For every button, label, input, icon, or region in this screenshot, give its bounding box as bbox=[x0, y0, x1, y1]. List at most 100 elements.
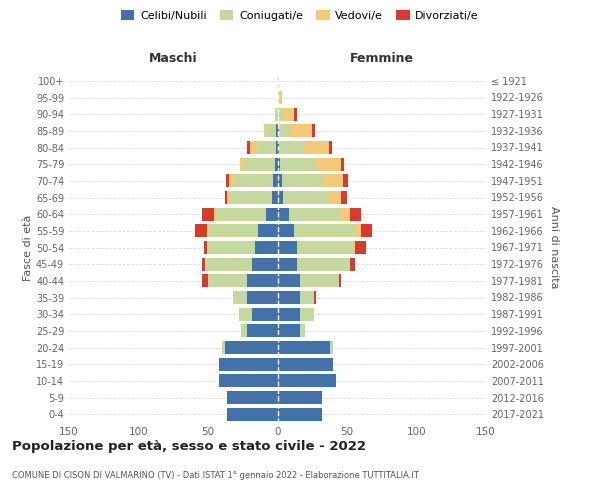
Bar bbox=[361, 224, 372, 237]
Bar bbox=[240, 158, 244, 170]
Bar bbox=[226, 174, 229, 188]
Bar bbox=[202, 258, 205, 270]
Bar bbox=[206, 224, 208, 237]
Bar bbox=[323, 174, 343, 188]
Bar bbox=[258, 224, 277, 237]
Bar bbox=[206, 241, 208, 254]
Bar bbox=[277, 324, 300, 338]
Bar bbox=[277, 191, 283, 204]
Bar bbox=[244, 158, 275, 170]
Bar bbox=[230, 191, 272, 204]
Bar bbox=[277, 408, 322, 420]
Bar bbox=[205, 258, 253, 270]
Bar bbox=[263, 124, 266, 138]
Bar bbox=[341, 158, 344, 170]
Bar bbox=[277, 341, 331, 354]
Bar bbox=[208, 274, 247, 287]
Text: COMUNE DI CISON DI VALMARINO (TV) - Dati ISTAT 1° gennaio 2022 - Elaborazione TU: COMUNE DI CISON DI VALMARINO (TV) - Dati… bbox=[12, 470, 419, 480]
Bar bbox=[300, 324, 305, 338]
Bar bbox=[277, 291, 300, 304]
Bar bbox=[208, 241, 255, 254]
Text: Maschi: Maschi bbox=[149, 52, 197, 65]
Bar bbox=[277, 391, 322, 404]
Bar bbox=[294, 108, 297, 120]
Bar bbox=[272, 191, 277, 204]
Bar bbox=[277, 208, 289, 220]
Bar bbox=[196, 224, 206, 237]
Bar bbox=[329, 141, 332, 154]
Bar bbox=[277, 274, 300, 287]
Bar bbox=[202, 274, 208, 287]
Bar bbox=[247, 141, 250, 154]
Bar bbox=[277, 158, 280, 170]
Bar bbox=[277, 74, 279, 88]
Bar bbox=[219, 374, 277, 388]
Bar bbox=[224, 341, 277, 354]
Bar bbox=[227, 191, 230, 204]
Bar bbox=[331, 341, 333, 354]
Bar bbox=[247, 274, 277, 287]
Bar bbox=[341, 191, 347, 204]
Bar bbox=[277, 258, 297, 270]
Bar bbox=[289, 208, 341, 220]
Bar bbox=[266, 208, 277, 220]
Bar bbox=[300, 308, 314, 320]
Bar bbox=[300, 274, 338, 287]
Bar bbox=[304, 141, 329, 154]
Bar bbox=[235, 174, 274, 188]
Bar bbox=[257, 141, 276, 154]
Bar bbox=[279, 124, 290, 138]
Bar bbox=[202, 208, 214, 220]
Y-axis label: Anni di nascita: Anni di nascita bbox=[550, 206, 559, 288]
Bar bbox=[275, 108, 277, 120]
Bar bbox=[277, 91, 279, 104]
Bar bbox=[255, 241, 277, 254]
Bar bbox=[239, 308, 253, 320]
Bar bbox=[229, 174, 235, 188]
Bar bbox=[227, 391, 277, 404]
Bar bbox=[294, 224, 355, 237]
Bar bbox=[350, 208, 361, 220]
Bar bbox=[355, 224, 361, 237]
Bar bbox=[277, 174, 281, 188]
Bar bbox=[224, 191, 227, 204]
Bar bbox=[283, 191, 328, 204]
Bar bbox=[233, 291, 247, 304]
Bar bbox=[277, 124, 279, 138]
Bar bbox=[353, 241, 355, 254]
Bar bbox=[279, 91, 281, 104]
Bar bbox=[314, 291, 316, 304]
Bar bbox=[277, 108, 283, 120]
Bar bbox=[247, 324, 277, 338]
Bar bbox=[280, 158, 316, 170]
Bar bbox=[316, 158, 341, 170]
Bar bbox=[290, 124, 312, 138]
Bar bbox=[300, 291, 314, 304]
Bar bbox=[283, 108, 294, 120]
Bar bbox=[277, 358, 333, 370]
Bar bbox=[227, 408, 277, 420]
Bar bbox=[214, 208, 217, 220]
Bar bbox=[208, 224, 258, 237]
Bar bbox=[297, 258, 350, 270]
Text: Popolazione per età, sesso e stato civile - 2022: Popolazione per età, sesso e stato civil… bbox=[12, 440, 366, 453]
Bar bbox=[328, 191, 341, 204]
Bar bbox=[204, 241, 206, 254]
Bar bbox=[277, 141, 279, 154]
Bar bbox=[253, 258, 277, 270]
Bar bbox=[253, 308, 277, 320]
Bar bbox=[276, 141, 277, 154]
Bar bbox=[277, 241, 297, 254]
Bar bbox=[355, 241, 367, 254]
Bar bbox=[275, 158, 277, 170]
Bar bbox=[222, 341, 224, 354]
Bar bbox=[276, 124, 277, 138]
Bar bbox=[277, 374, 336, 388]
Bar bbox=[274, 174, 277, 188]
Bar bbox=[279, 141, 304, 154]
Bar bbox=[281, 174, 323, 188]
Bar bbox=[217, 208, 266, 220]
Bar bbox=[241, 324, 247, 338]
Bar bbox=[247, 291, 277, 304]
Bar bbox=[250, 141, 257, 154]
